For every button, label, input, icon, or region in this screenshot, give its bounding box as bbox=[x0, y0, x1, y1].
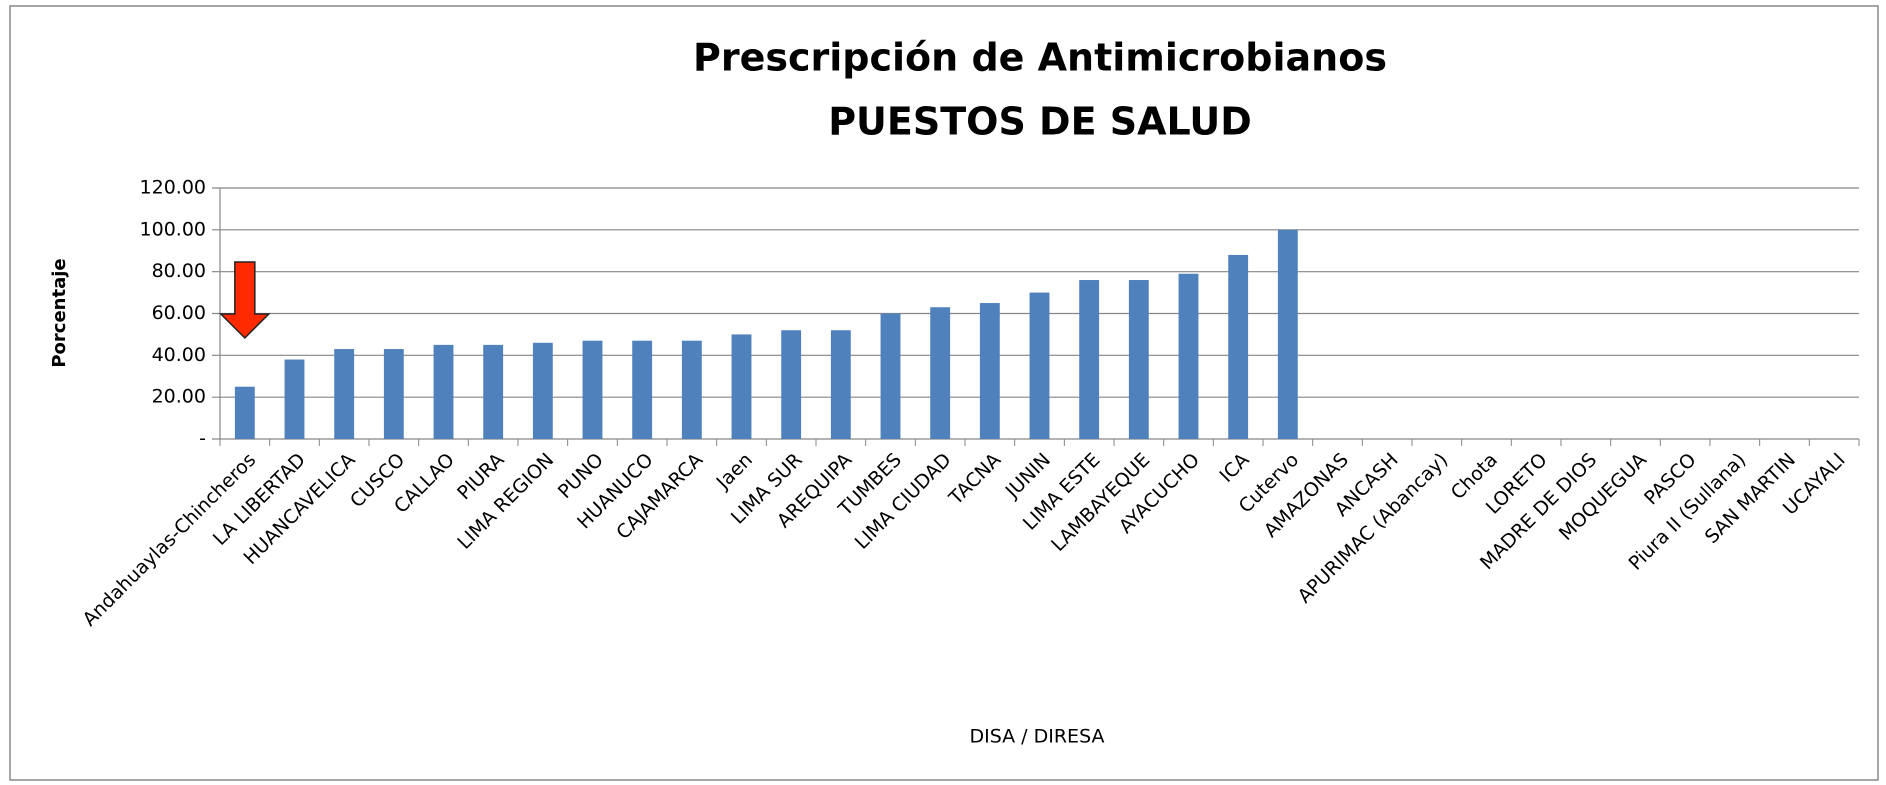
x-axis-label: DISA / DIRESA bbox=[970, 726, 1105, 748]
y-tick-label: - bbox=[199, 428, 206, 450]
y-tick-label: 80.00 bbox=[152, 260, 206, 282]
y-axis-label: Porcentaje bbox=[49, 258, 70, 367]
chart-title: Prescripción de Antimicrobianos bbox=[693, 36, 1387, 80]
bar bbox=[632, 340, 653, 439]
y-tick-label: 120.00 bbox=[140, 177, 206, 199]
bar bbox=[830, 330, 851, 439]
y-tick-label: 20.00 bbox=[152, 386, 206, 408]
bar bbox=[930, 307, 951, 439]
chart-subtitle: PUESTOS DE SALUD bbox=[828, 100, 1252, 144]
bar bbox=[1277, 229, 1298, 439]
bar bbox=[1128, 280, 1149, 439]
bar bbox=[681, 340, 702, 439]
bar bbox=[433, 344, 454, 439]
bar bbox=[582, 340, 603, 439]
bar bbox=[731, 334, 752, 439]
bar bbox=[334, 349, 355, 439]
bar bbox=[383, 349, 404, 439]
y-tick-label: 40.00 bbox=[152, 344, 206, 366]
annotation-arrow bbox=[219, 261, 271, 340]
bar bbox=[781, 330, 802, 439]
bar bbox=[1228, 254, 1249, 439]
bar bbox=[1079, 280, 1100, 439]
bar bbox=[532, 342, 553, 439]
bar bbox=[979, 303, 1000, 439]
bar bbox=[234, 386, 255, 439]
y-tick-label: 100.00 bbox=[140, 218, 206, 240]
bar bbox=[1178, 273, 1199, 439]
bar bbox=[1029, 292, 1050, 439]
bar bbox=[284, 359, 305, 439]
bar bbox=[880, 313, 901, 439]
bar bbox=[483, 344, 504, 439]
y-tick-label: 60.00 bbox=[152, 302, 206, 324]
